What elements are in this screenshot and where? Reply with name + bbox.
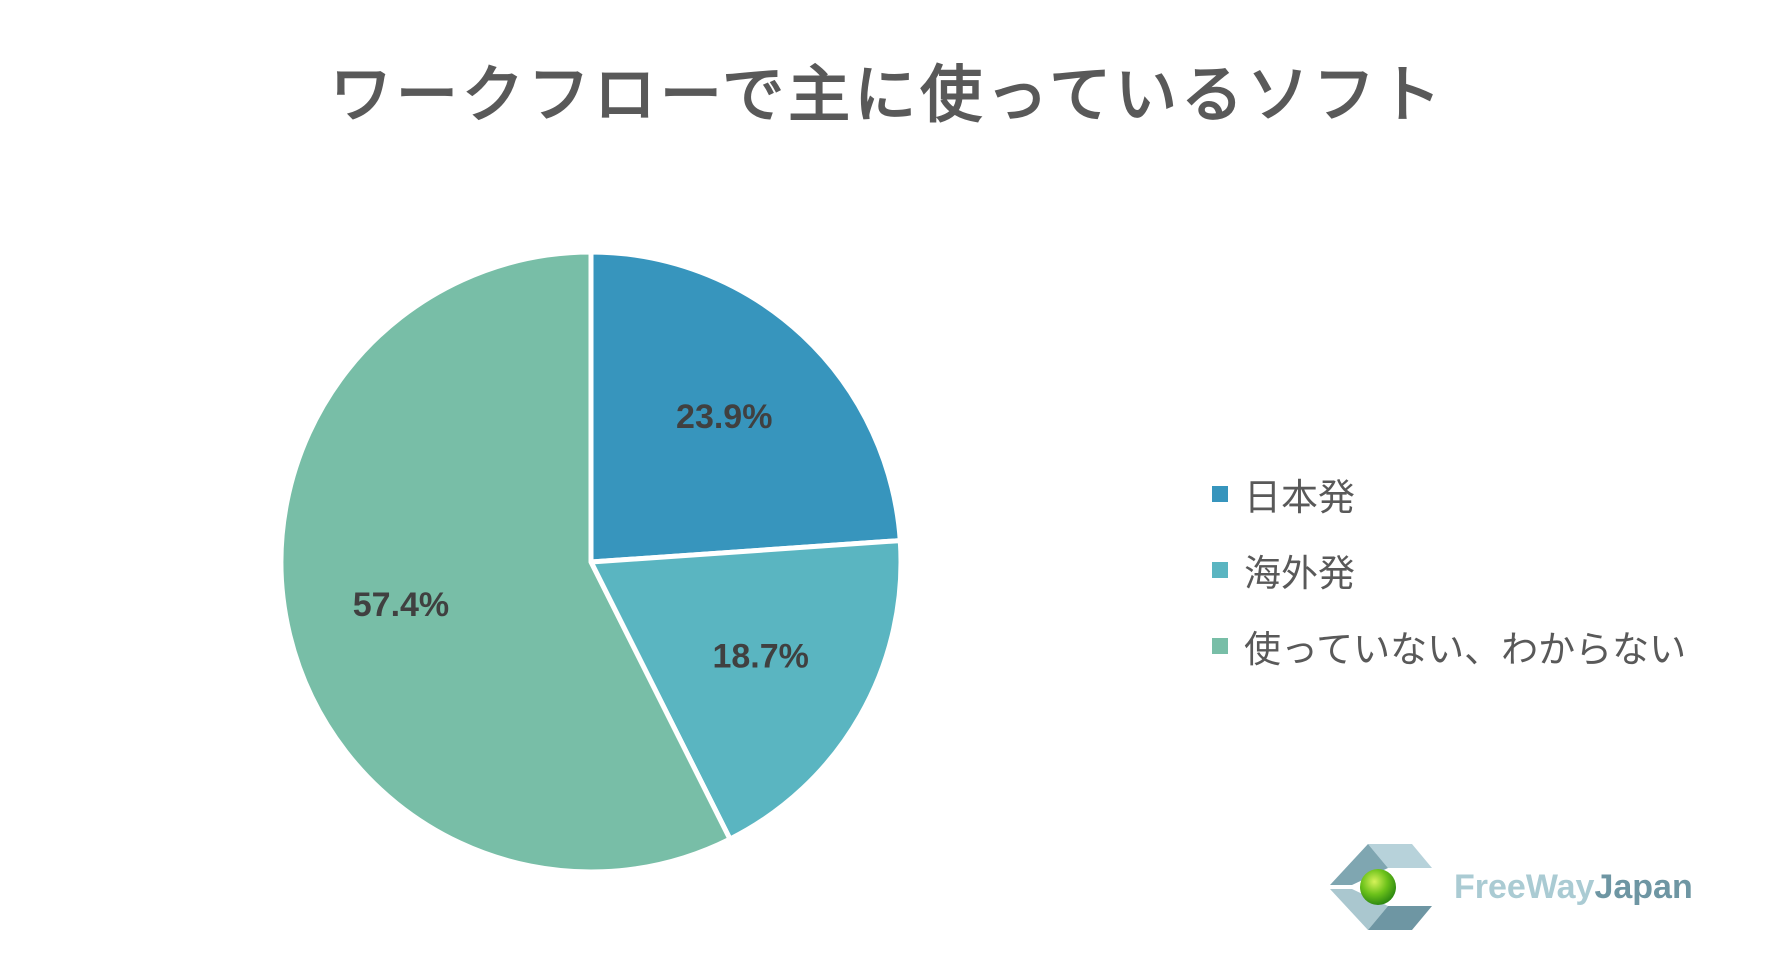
legend-swatch-1 [1212,486,1228,502]
legend-item-3: 使っていない、わからない [1212,608,1686,684]
slice-value-label-1: 23.9% [676,398,772,436]
logo-text-freeway: FreeWay [1454,867,1595,906]
logo-text-japan: Japan [1594,867,1693,906]
slice-value-label-3: 57.4% [353,586,449,624]
pie-slice-2 [588,538,904,842]
pie-slice-1 [588,249,903,565]
freewayjapan-logo-icon [1330,844,1432,930]
slice-value-label-2: 18.7% [712,638,808,676]
legend-swatch-2 [1212,562,1228,578]
pie-slice-3 [278,249,733,875]
legend-label-1: 日本発 [1244,476,1355,519]
logo-text: FreeWayJapan [1454,868,1693,907]
chart-title: ワークフローで主に使っているソフト [329,58,1446,131]
pie-slices [278,249,904,875]
pie-slice-labels: 23.9% 18.7% 57.4% [353,398,809,676]
legend-item-2: 海外発 [1212,532,1686,608]
legend-item-1: 日本発 [1212,456,1686,532]
logo: FreeWayJapan [1330,842,1693,932]
legend-label-3: 使っていない、わからない [1244,628,1687,671]
legend: 日本発海外発使っていない、わからない [1212,456,1686,684]
legend-label-2: 海外発 [1244,552,1355,595]
legend-swatch-3 [1212,638,1228,654]
